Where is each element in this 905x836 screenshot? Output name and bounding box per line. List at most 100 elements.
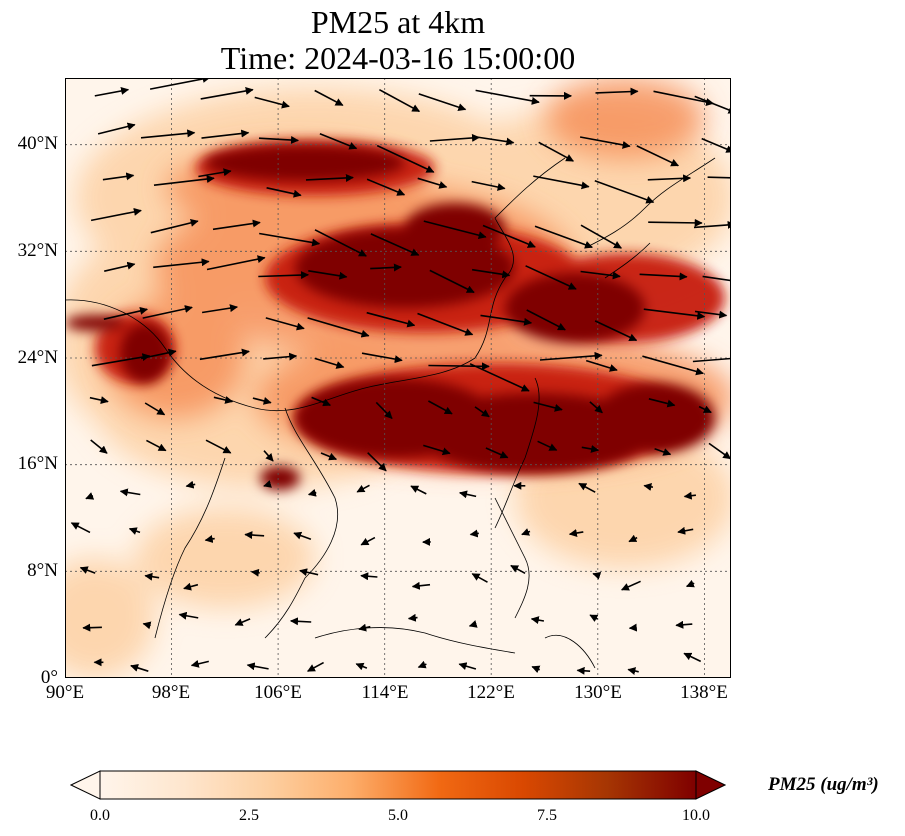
colorbar-tick-5: 5.0 [388, 807, 408, 824]
wind-vector [471, 180, 506, 191]
wind-vector [482, 224, 536, 248]
wind-vector [305, 173, 354, 182]
wind-vector [647, 174, 692, 183]
wind-vector [102, 172, 135, 181]
colorbar-gradient [99, 770, 697, 800]
wind-vector [469, 363, 530, 392]
wind-vector [307, 488, 317, 497]
colorbar-extend-max [695, 770, 726, 800]
wind-vector [128, 527, 141, 535]
wind-vector [293, 531, 312, 541]
wind-vector [707, 176, 731, 179]
wind-vector [142, 621, 152, 630]
wind-vector [79, 566, 96, 574]
wind-vector [428, 362, 490, 371]
wind-vector [200, 87, 254, 100]
wind-vector [579, 136, 631, 149]
wind-vector [130, 664, 149, 672]
wind-vector [595, 87, 639, 96]
wind-vector [252, 397, 272, 405]
wind-vector [476, 136, 515, 146]
wind-vector [89, 396, 109, 404]
wind-vector [149, 78, 211, 90]
wind-vector [185, 480, 196, 489]
wind-vector [417, 660, 427, 669]
wind-vector [314, 229, 367, 257]
wind-vector [620, 580, 641, 591]
wind-vector [537, 440, 558, 451]
wind-vector [594, 179, 655, 204]
wind-vector [534, 225, 593, 249]
wind-vector [589, 614, 599, 622]
wind-vector [627, 667, 639, 675]
wind-vector [471, 573, 488, 583]
wind-vector [468, 620, 478, 628]
wind-vector [258, 136, 299, 144]
wind-vector [70, 522, 91, 534]
wind-vector [234, 618, 251, 626]
wind-vector [190, 659, 209, 668]
wind-vector [576, 666, 591, 675]
wind-vector [417, 177, 448, 189]
wind-vector [153, 175, 215, 186]
wind-vector [361, 352, 403, 364]
wind-vector [702, 275, 731, 282]
wind-vector [307, 317, 370, 338]
wind-vector [375, 401, 393, 419]
wind-vector [258, 271, 309, 280]
wind-vector [263, 450, 274, 462]
wind-vector [485, 447, 509, 459]
wind-vector [417, 312, 474, 336]
wind-vector [263, 480, 272, 488]
colorbar-tick-2-5: 2.5 [239, 807, 259, 824]
wind-vector [119, 488, 141, 497]
wind-vector [306, 661, 324, 672]
wind-vector [694, 95, 731, 114]
wind-vector [474, 406, 490, 418]
wind-vector [589, 401, 603, 414]
wind-vector [198, 168, 232, 178]
wind-vector [531, 665, 541, 674]
wind-vector [104, 261, 136, 272]
wind-vector [246, 662, 269, 671]
wind-vector [592, 571, 602, 580]
pm25-map [65, 78, 731, 678]
wind-vector [204, 535, 215, 543]
wind-vector [379, 88, 421, 113]
wind-vector [628, 534, 638, 543]
wind-vector [90, 207, 142, 222]
wind-vector [510, 564, 526, 575]
x-tick-106e: 106°E [254, 682, 302, 703]
wind-vector [370, 233, 420, 256]
wind-vector [580, 224, 622, 249]
wind-vector [244, 531, 265, 540]
wind-vector [299, 568, 319, 577]
colorbar-extend-min [70, 770, 101, 800]
wind-vector [266, 187, 302, 198]
wind-vector [677, 526, 694, 535]
wind-vector [360, 572, 378, 581]
wind-vector [201, 129, 250, 139]
wind-vector [85, 492, 95, 500]
wind-vector [480, 314, 533, 326]
wind-vector [708, 442, 731, 460]
wind-vector [82, 623, 102, 632]
wind-vector [366, 311, 416, 328]
wind-vector [418, 93, 467, 112]
y-tick-8n: 8°N [27, 560, 58, 581]
map-frame [65, 78, 731, 678]
wind-vector [146, 439, 167, 452]
wind-vector [199, 348, 250, 361]
wind-vector [653, 90, 715, 106]
wind-vector [521, 528, 531, 536]
wind-vector [308, 270, 348, 280]
wind-vector [94, 86, 130, 97]
wind-vector [366, 178, 406, 196]
y-tick-0: 0° [40, 667, 58, 688]
wind-vector [358, 623, 371, 632]
wind-vector [254, 96, 290, 109]
wind-vector [648, 218, 703, 227]
x-tick-98e: 98°E [151, 682, 191, 703]
y-tick-40n: 40°N [17, 133, 58, 154]
x-tick-138e: 138°E [680, 682, 728, 703]
